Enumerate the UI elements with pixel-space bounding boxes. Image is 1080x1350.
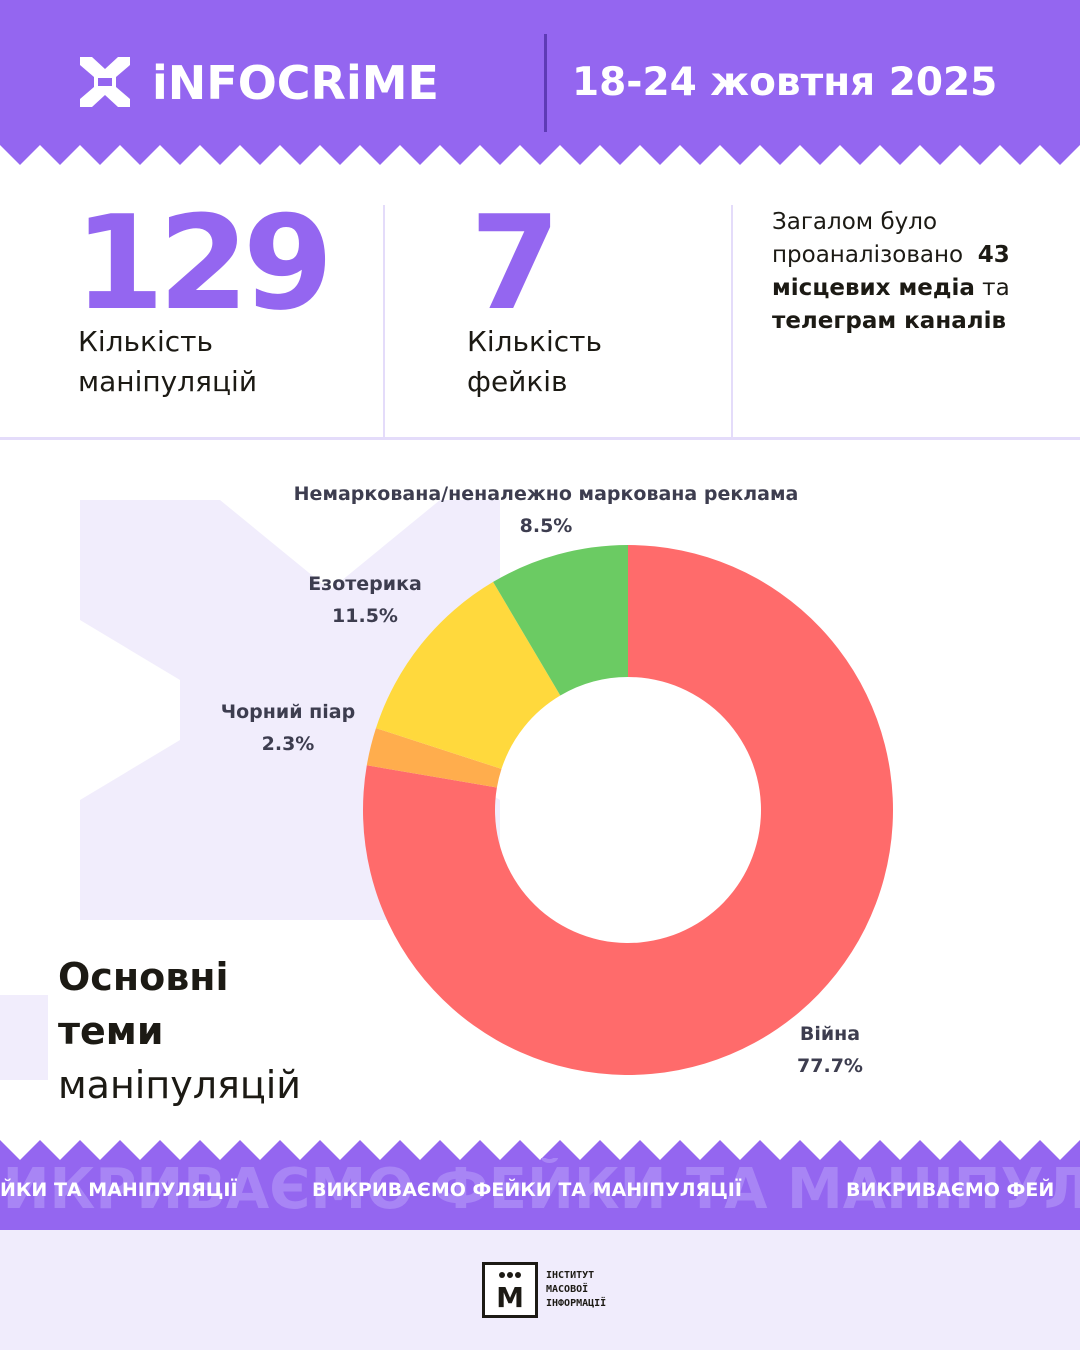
donut-slice-0 — [362, 545, 893, 1075]
donut-slice-2 — [375, 581, 561, 769]
slice-label-3: Немаркована/неналежно маркована реклама — [294, 483, 799, 505]
imi-name-line1: ІНСТИТУТ — [546, 1270, 595, 1281]
summary-line4: телеграм каналів — [772, 305, 1062, 338]
imi-name-line3: ІНФОРМАЦІЇ — [546, 1298, 607, 1309]
manipulations-count: 129 — [74, 187, 333, 339]
summary-line1: Загалом було — [772, 209, 938, 235]
imi-name-line2: МАСОВОЇ — [546, 1284, 589, 1295]
date-range: 18-24 жовтня 2025 — [572, 60, 998, 105]
fakes-label: Кількість фейків — [467, 322, 727, 402]
manipulations-label: Кількість маніпуляцій — [78, 322, 338, 402]
fakes-label-line2: фейків — [467, 365, 568, 398]
stats-divider-1 — [383, 205, 385, 437]
summary-and: та — [982, 275, 1010, 301]
ticker-big-text: ВИКРИВАЄМО ФЕЙКИ ТА МАНІПУЛЯЦІЇ — [0, 1158, 1080, 1222]
imi-logo-icon: M — [482, 1262, 538, 1318]
summary-line3: місцевих медіа та — [772, 272, 1062, 305]
ticker-small-text-1: ЙКИ ТА МАНІПУЛЯЦІЇ — [0, 1179, 238, 1201]
imi-logo-letter: M — [496, 1281, 524, 1314]
summary-telegram-channels: телеграм каналів — [772, 308, 1007, 334]
ticker-band — [0, 1140, 1080, 1230]
donut-slice-3 — [493, 545, 628, 696]
manipulations-label-line2: маніпуляцій — [78, 365, 258, 398]
brand-name: iNFOCRiME — [152, 56, 439, 110]
stats-divider-2 — [731, 205, 733, 437]
slice-label-1: Чорний піар — [221, 701, 355, 723]
slice-value-3: 8.5% — [520, 515, 573, 537]
ticker: ВИКРИВАЄМО ФЕЙКИ ТА МАНІПУЛЯЦІЇ ЙКИ ТА М… — [0, 1158, 1080, 1222]
slice-label-2: Езотерика — [308, 573, 422, 595]
slice-value-0: 77.7% — [797, 1055, 863, 1077]
imi-name: ІНСТИТУТ МАСОВОЇ ІНФОРМАЦІЇ — [546, 1269, 606, 1311]
fakes-label-line1: Кількість — [467, 325, 602, 358]
stats-bottom-divider — [0, 437, 1080, 440]
slice-value-1: 2.3% — [262, 733, 315, 755]
topics-donut-chart: Війна 77.7% Чорний піар 2.3% Езотерика 11.5% Н… — [0, 483, 893, 1080]
summary-count: 43 — [977, 242, 1010, 268]
ticker-small-text-2: ВИКРИВАЄМО ФЕЙКИ ТА МАНІПУЛЯЦІЇ — [312, 1179, 742, 1201]
manipulations-label-line1: Кількість — [78, 325, 213, 358]
footer — [0, 1230, 1080, 1350]
donut-slices — [362, 545, 893, 1075]
fakes-count: 7 — [470, 187, 561, 339]
summary-line2: проаналізовано 43 — [772, 239, 1062, 272]
topics-title-line3: маніпуляцій — [58, 1063, 301, 1107]
ticker-small-text-3: ВИКРИВАЄМО ФЕЙ — [846, 1179, 1055, 1201]
slice-label-0: Війна — [800, 1023, 860, 1045]
header-divider — [544, 34, 547, 132]
analysis-summary: Загалом було проаналізовано 43 місцевих … — [772, 206, 1062, 338]
donut-labels: Війна 77.7% Чорний піар 2.3% Езотерика 11.5% Н… — [221, 483, 863, 1077]
slice-value-2: 11.5% — [332, 605, 398, 627]
donut-slice-1 — [366, 728, 502, 788]
summary-local-media: місцевих медіа — [772, 275, 975, 301]
topics-title: Основні теми маніпуляцій — [58, 950, 301, 1112]
header-band: iNFOCRiME 18-24 жовтня 2025 — [0, 0, 1080, 165]
summary-line2-prefix: проаналізовано — [772, 242, 964, 268]
infocrime-logo-icon — [80, 57, 130, 107]
header-zigzag-edge — [0, 145, 1080, 165]
topics-title-line2: теми — [58, 1009, 164, 1053]
ticker-zigzag-edge — [0, 1140, 1080, 1160]
topics-title-line1: Основні — [58, 955, 229, 999]
